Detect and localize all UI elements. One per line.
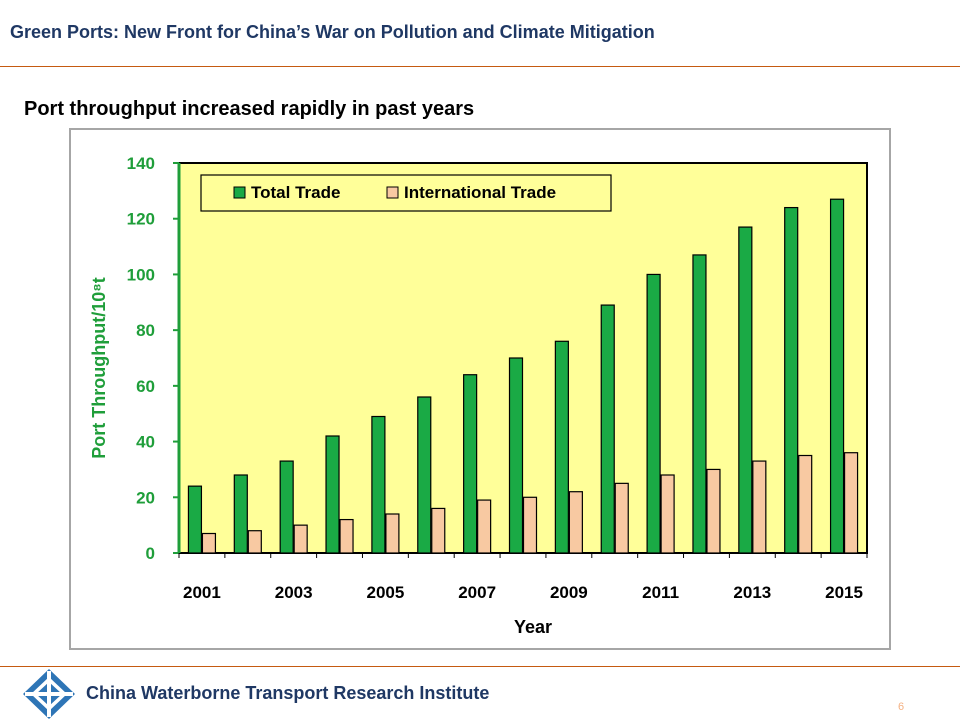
legend-label: International Trade [404,183,556,202]
bar-international-trade [201,532,217,554]
bar-international-trade [247,530,262,554]
x-tick-label: 2003 [275,583,313,602]
bar-total-trade [600,304,615,554]
y-tick-label: 60 [136,377,155,396]
bar-international-trade [568,491,583,554]
slide-subtitle: Port throughput increased rapidly in pas… [24,98,475,120]
bar-total-trade [738,226,753,554]
footer-divider [0,666,960,667]
x-tick-label: 2007 [458,583,496,602]
bar-international-trade [706,468,721,554]
bar-total-trade [692,254,707,554]
bar-total-trade [371,415,386,554]
bar-total-trade [784,206,799,554]
page-number: 6 [898,701,905,713]
x-tick-label: 2001 [183,583,221,602]
bar-total-trade [554,340,569,554]
bar-total-trade [417,396,432,554]
y-tick-label: 100 [127,265,155,284]
bar-international-trade [522,496,538,554]
header-divider [0,66,960,67]
bar-total-trade [646,273,661,554]
x-tick-label: 2011 [642,583,679,602]
bar-international-trade [843,452,859,554]
legend-label: Total Trade [251,183,340,202]
x-tick-label: 2013 [733,583,771,602]
bar-international-trade [293,524,308,554]
bar-international-trade [660,474,675,554]
bar-total-trade [279,460,294,554]
bar-total-trade [463,374,478,554]
y-tick-label: 120 [127,210,155,229]
bar-international-trade [752,460,767,554]
bar-total-trade [325,435,340,554]
y-tick-label: 40 [136,433,155,452]
bar-international-trade [431,507,446,554]
bar-international-trade [614,482,629,554]
bar-total-trade [233,474,248,554]
bar-total-trade [829,198,845,554]
bar-total-trade [187,485,203,554]
bar-international-trade [798,454,813,554]
x-tick-label: 2009 [550,583,588,602]
x-tick-label: 2015 [825,583,863,602]
y-tick-label: 80 [136,321,155,340]
throughput-chart: 0 20 40 60 80 100 120 140 2001 2003 2005 2007 2009 20… [89,154,868,637]
footer-organization: China Waterborne Transport Research Inst… [86,683,490,703]
chart-frame: 0 20 40 60 80 100 120 140 2001 2003 2005 2007 2009 20… [69,128,891,650]
y-tick-label: 0 [146,544,155,563]
bar-international-trade [385,513,400,554]
header-title: Green Ports: New Front for China’s War o… [10,22,655,42]
bar-international-trade [477,499,492,554]
y-tick-label: 140 [127,154,155,173]
bar-total-trade [508,357,524,554]
x-tick-label: 2005 [366,583,404,602]
bar-international-trade [339,518,354,554]
legend-swatch-total-trade [233,186,246,199]
x-axis-title: Year [514,617,552,637]
legend-box [200,174,612,212]
institute-logo-icon [23,669,75,719]
legend-swatch-international-trade [386,186,399,199]
y-tick-label: 20 [136,488,155,507]
y-axis-title: Port Throughput/10⁸t [89,277,109,459]
